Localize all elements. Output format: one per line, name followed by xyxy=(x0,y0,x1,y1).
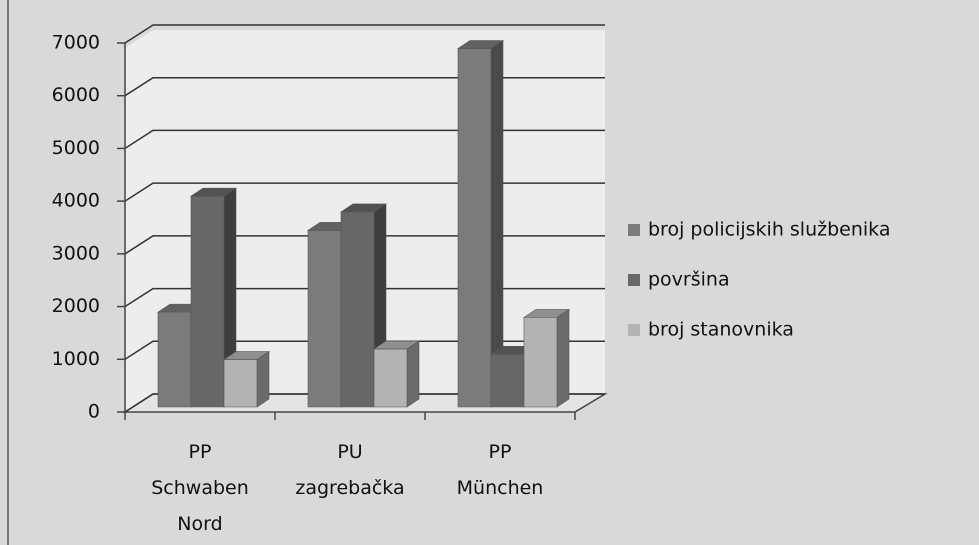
bar-front xyxy=(157,311,192,408)
grid-line xyxy=(124,235,605,255)
x-tick-label: PU zagrebačka xyxy=(295,441,404,499)
legend-label: broj stanovnika xyxy=(648,319,794,341)
x-tick-label: PP Schwaben Nord xyxy=(151,441,249,535)
y-tick-label: 3000 xyxy=(52,242,100,264)
y-tick-label: 2000 xyxy=(52,295,100,317)
bar-front xyxy=(223,359,258,408)
y-tick-label: 4000 xyxy=(52,190,100,212)
legend-swatch xyxy=(628,274,640,286)
grid-line xyxy=(124,24,605,44)
grid-line xyxy=(124,393,605,413)
x-tick-label: PP München xyxy=(457,441,544,499)
y-tick-label: 7000 xyxy=(52,32,100,54)
bar xyxy=(373,340,420,408)
bar-front xyxy=(523,317,558,408)
legend-swatch xyxy=(628,224,640,236)
y-tick-label: 6000 xyxy=(52,84,100,106)
y-tick-label: 1000 xyxy=(52,348,100,370)
bar xyxy=(457,39,504,408)
bar xyxy=(523,308,570,408)
legend-label: površina xyxy=(648,269,730,291)
bar-front xyxy=(457,48,492,408)
y-tick-label: 0 xyxy=(88,401,100,423)
y-tick-label: 5000 xyxy=(52,137,100,159)
legend-label: broj policijskih službenika xyxy=(648,219,890,241)
grid-line xyxy=(124,76,605,97)
legend-swatch xyxy=(628,324,640,336)
bar-side xyxy=(406,340,420,408)
bar-front xyxy=(307,230,342,408)
bar-front xyxy=(373,348,408,408)
bar xyxy=(223,350,270,408)
bar-front xyxy=(190,195,225,408)
bar-front xyxy=(490,353,525,408)
grid-line xyxy=(124,182,605,202)
grid-line xyxy=(124,129,605,150)
grid-line xyxy=(124,287,605,308)
grid-line xyxy=(124,340,605,360)
bar-front xyxy=(340,211,375,408)
bar-side xyxy=(256,350,270,408)
bar xyxy=(190,187,237,408)
bar-side xyxy=(556,308,570,408)
